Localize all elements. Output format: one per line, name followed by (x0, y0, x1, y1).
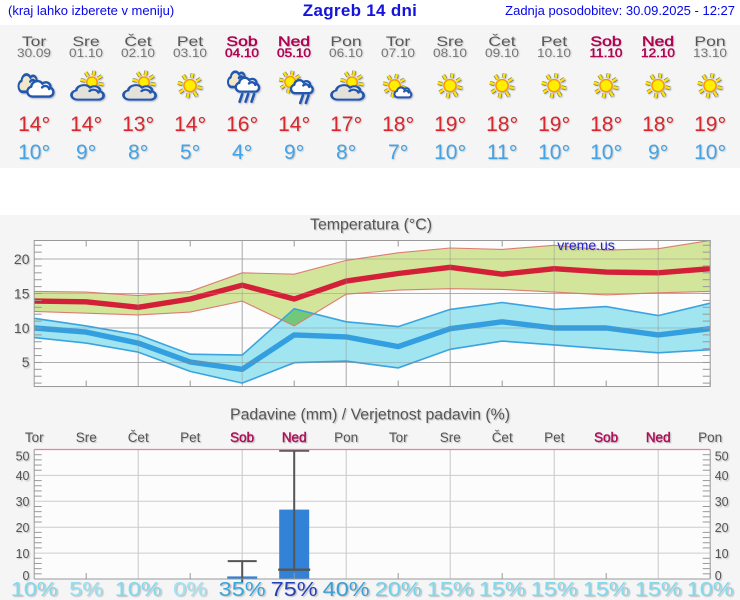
svg-text:15%: 15% (479, 579, 526, 600)
svg-text:10: 10 (14, 320, 30, 336)
svg-text:5%: 5% (69, 579, 103, 600)
svg-text:0%: 0% (173, 579, 207, 600)
svg-text:Padavine (mm) / Verjetnost pad: Padavine (mm) / Verjetnost padavin (%) (230, 407, 510, 424)
svg-text:Čet: Čet (492, 430, 513, 445)
svg-text:20: 20 (14, 251, 30, 267)
svg-text:10: 10 (16, 547, 30, 561)
svg-text:20: 20 (16, 521, 30, 535)
svg-text:15%: 15% (427, 579, 474, 600)
svg-text:30: 30 (715, 495, 729, 509)
svg-text:Tor: Tor (25, 430, 44, 445)
svg-text:15%: 15% (531, 579, 578, 600)
svg-text:Pet: Pet (544, 430, 565, 445)
svg-text:0: 0 (23, 569, 30, 583)
svg-text:75%: 75% (271, 579, 318, 600)
svg-text:Sre: Sre (76, 430, 97, 445)
svg-text:50: 50 (715, 450, 729, 464)
svg-text:Ned: Ned (282, 430, 307, 445)
svg-text:Pon: Pon (698, 430, 722, 445)
svg-text:20%: 20% (375, 579, 422, 600)
svg-text:5: 5 (22, 354, 30, 370)
svg-text:35%: 35% (219, 579, 266, 600)
svg-text:15: 15 (14, 285, 30, 301)
svg-text:50: 50 (16, 450, 30, 464)
svg-text:10%: 10% (687, 579, 734, 600)
svg-text:10%: 10% (115, 579, 162, 600)
svg-text:Pet: Pet (180, 430, 201, 445)
svg-text:40: 40 (715, 469, 729, 483)
svg-text:Sre: Sre (440, 430, 461, 445)
svg-text:0: 0 (715, 569, 722, 583)
svg-text:15%: 15% (635, 579, 682, 600)
svg-text:Sob: Sob (594, 430, 618, 445)
svg-text:Temperatura (°C): Temperatura (°C) (310, 217, 432, 234)
svg-text:vreme.us: vreme.us (557, 237, 615, 253)
svg-text:Ned: Ned (646, 430, 671, 445)
svg-text:Pon: Pon (334, 430, 358, 445)
svg-text:10: 10 (715, 547, 729, 561)
svg-text:Tor: Tor (389, 430, 408, 445)
svg-text:15%: 15% (583, 579, 630, 600)
svg-text:40%: 40% (323, 579, 370, 600)
svg-text:Čet: Čet (128, 430, 149, 445)
svg-text:10%: 10% (11, 579, 58, 600)
svg-text:Sob: Sob (230, 430, 254, 445)
svg-text:20: 20 (715, 521, 729, 535)
svg-text:40: 40 (16, 469, 30, 483)
svg-text:30: 30 (16, 495, 30, 509)
